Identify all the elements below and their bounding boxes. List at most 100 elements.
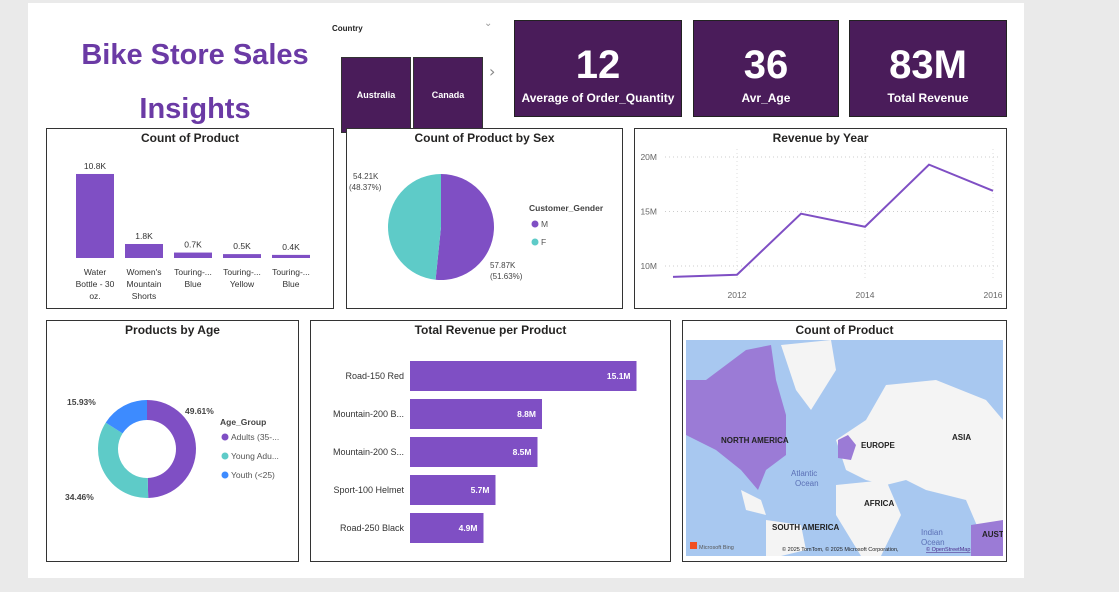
chart-title: Total Revenue per Product bbox=[414, 323, 567, 337]
map-label: AFRICA bbox=[864, 499, 894, 508]
data-label: 15.93% bbox=[67, 397, 96, 407]
revenue-per-product-chart[interactable]: Total Revenue per Product Road-150 Red 15… bbox=[310, 320, 671, 562]
x-tick-label: 2016 bbox=[984, 290, 1003, 300]
x-tick-label: 2012 bbox=[728, 290, 747, 300]
legend-item: F bbox=[541, 237, 546, 247]
data-label: 0.5K bbox=[233, 241, 251, 251]
africa bbox=[836, 480, 901, 556]
map-label: ASIA bbox=[952, 433, 971, 442]
data-label: (48.37%) bbox=[349, 183, 382, 192]
australia-highlight bbox=[971, 520, 1003, 556]
south-america bbox=[766, 520, 806, 556]
kpi-avr-age: 36 Avr_Age bbox=[693, 20, 839, 117]
category-label: Touring-... bbox=[174, 267, 212, 277]
bing-logo: Microsoft Bing bbox=[699, 545, 734, 551]
kpi-total-revenue: 83M Total Revenue bbox=[849, 20, 1007, 117]
legend-item: Adults (35-... bbox=[231, 432, 279, 442]
data-label: 5.7M bbox=[471, 485, 490, 495]
kpi-avg-order-quantity: 12 Average of Order_Quantity bbox=[514, 20, 682, 117]
pie-slice bbox=[435, 174, 495, 280]
bar bbox=[223, 254, 261, 258]
legend-item: Youth (<25) bbox=[231, 470, 275, 480]
europe-highlight bbox=[838, 435, 856, 460]
map-attribution: © 2025 TomTom, © 2025 Microsoft Corporat… bbox=[782, 546, 899, 553]
y-tick-label: 20M bbox=[640, 152, 657, 162]
category-label: Bottle - 30 bbox=[76, 279, 115, 289]
chevron-down-icon[interactable]: ⌄ bbox=[484, 18, 493, 29]
kpi-label: Avr_Age bbox=[741, 91, 791, 105]
greenland bbox=[781, 340, 836, 410]
slicer-label: Country bbox=[332, 24, 363, 33]
legend-marker bbox=[221, 471, 229, 479]
data-label: 0.7K bbox=[184, 240, 202, 250]
category-label: Water bbox=[84, 267, 107, 277]
donut-slice bbox=[147, 400, 197, 498]
legend-marker bbox=[221, 452, 229, 460]
data-label: 34.46% bbox=[65, 492, 94, 502]
north-america-highlight bbox=[686, 345, 786, 490]
map-label: SOUTH AMERICA bbox=[772, 523, 839, 532]
slicer-tile-canada[interactable]: Canada bbox=[413, 57, 483, 133]
category-label: Touring-... bbox=[223, 267, 261, 277]
category-label: Women's bbox=[126, 267, 161, 277]
map-visual[interactable]: Count of Product NORTH AMERICA EUROPE AS… bbox=[682, 320, 1007, 562]
chevron-right-icon[interactable]: › bbox=[489, 62, 496, 81]
category-label: Touring-... bbox=[272, 267, 310, 277]
osm-link[interactable]: © OpenStreetMap bbox=[926, 546, 970, 553]
legend-marker bbox=[531, 238, 539, 246]
category-label: Road-150 Red bbox=[345, 371, 404, 381]
data-label: 57.87K bbox=[490, 261, 516, 270]
chart-title: Count of Product bbox=[795, 323, 894, 337]
data-label: 4.9M bbox=[459, 523, 478, 533]
map-label: EUROPE bbox=[861, 441, 895, 450]
chart-title: Revenue by Year bbox=[772, 131, 869, 145]
map-label: Atlantic bbox=[791, 469, 817, 478]
world-map[interactable]: NORTH AMERICA EUROPE ASIA AFRICA SOUTH A… bbox=[686, 340, 1003, 556]
eurasia bbox=[836, 380, 1003, 535]
data-label: 10.8K bbox=[84, 161, 107, 171]
pie-slice bbox=[388, 174, 441, 280]
legend-item: Young Adu... bbox=[231, 451, 279, 461]
slicer-tile-australia[interactable]: Australia bbox=[341, 57, 411, 133]
products-by-age-chart[interactable]: Products by Age 49.61% 34.46% 15.93% Age_Gr… bbox=[46, 320, 299, 562]
legend-item: M bbox=[541, 219, 548, 229]
data-label: 8.8M bbox=[517, 409, 536, 419]
x-tick-label: 2014 bbox=[856, 290, 875, 300]
chart-title: Count of Product bbox=[141, 131, 239, 145]
bar bbox=[410, 513, 484, 543]
bar bbox=[410, 475, 496, 505]
central-america bbox=[741, 490, 766, 515]
map-label: NORTH AMERICA bbox=[721, 436, 789, 445]
bar bbox=[174, 252, 212, 258]
category-label: Road-250 Black bbox=[340, 523, 405, 533]
bar bbox=[410, 361, 637, 391]
y-tick-label: 10M bbox=[640, 261, 657, 271]
chart-title: Products by Age bbox=[125, 323, 220, 337]
kpi-label: Total Revenue bbox=[887, 91, 969, 105]
category-label: Shorts bbox=[132, 291, 157, 301]
revenue-by-year-chart[interactable]: Revenue by Year 10M 15M 20M 2012 2014 2016 bbox=[634, 128, 1007, 309]
data-label: 54.21K bbox=[353, 172, 379, 181]
bar bbox=[272, 254, 310, 258]
kpi-label: Average of Order_Quantity bbox=[521, 91, 675, 105]
chart-title: Count of Product by Sex bbox=[414, 131, 555, 145]
data-label: 0.4K bbox=[282, 242, 300, 252]
legend-marker bbox=[531, 220, 539, 228]
count-by-sex-chart[interactable]: Count of Product by Sex 57.87K (51.63%) 54… bbox=[346, 128, 623, 309]
data-label: 49.61% bbox=[185, 406, 214, 416]
kpi-value: 36 bbox=[743, 43, 789, 87]
map-label: Indian bbox=[921, 528, 943, 537]
map-label: AUST bbox=[982, 530, 1003, 539]
count-of-product-chart[interactable]: Count of Product 10.8K Water Bottle - 30 oz… bbox=[46, 128, 334, 309]
category-label: oz. bbox=[89, 291, 100, 301]
data-label: 1.8K bbox=[135, 231, 153, 241]
bar bbox=[410, 399, 542, 429]
legend-marker bbox=[221, 433, 229, 441]
revenue-line bbox=[672, 163, 994, 278]
y-tick-label: 15M bbox=[640, 207, 657, 217]
category-label: Mountain-200 B... bbox=[333, 409, 404, 419]
category-label: Blue bbox=[184, 279, 201, 289]
map-label: Ocean bbox=[921, 538, 945, 547]
bar bbox=[76, 173, 114, 258]
category-label: Blue bbox=[282, 279, 299, 289]
